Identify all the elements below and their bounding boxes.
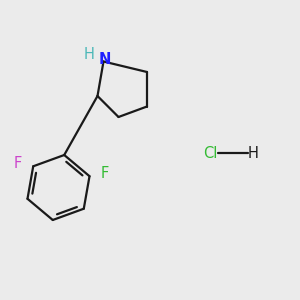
Text: Cl: Cl: [203, 146, 217, 160]
Text: F: F: [14, 156, 22, 171]
Text: H: H: [84, 47, 94, 62]
Text: H: H: [248, 146, 259, 160]
Text: N: N: [99, 52, 111, 68]
Text: F: F: [100, 166, 109, 181]
